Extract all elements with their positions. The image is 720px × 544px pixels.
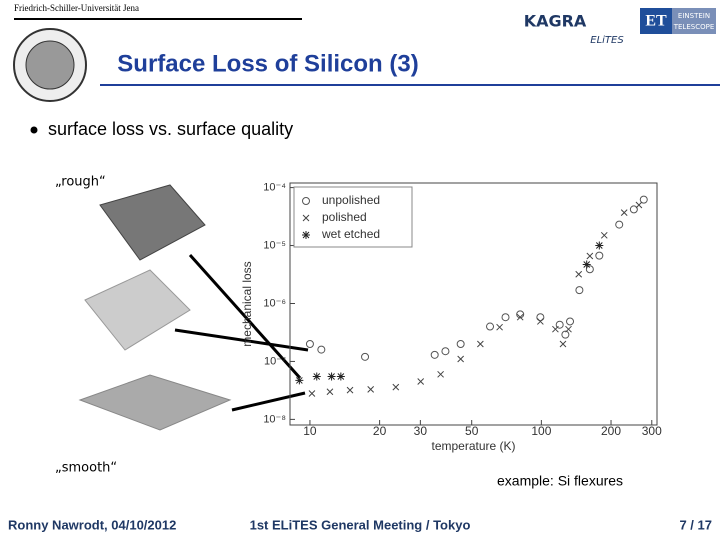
y-tick-label: 10⁻⁷ [264, 355, 286, 367]
point [456, 339, 465, 348]
logo-kagra: KAGRA [524, 12, 587, 31]
logo-et-side [672, 8, 716, 34]
x-tick-label: 300 [642, 424, 662, 438]
point [635, 201, 643, 209]
legend-box [293, 186, 413, 248]
point [600, 231, 608, 239]
legend-marker [302, 214, 310, 222]
point [536, 313, 545, 322]
point [516, 313, 524, 321]
point [575, 286, 584, 295]
point [559, 340, 567, 348]
point [595, 241, 604, 250]
point [561, 330, 570, 339]
point [437, 370, 444, 378]
y-tick-label: 10⁻⁵ [263, 239, 286, 251]
logo-telescope: TELESCOPE [673, 23, 715, 31]
point [620, 209, 628, 216]
plot-frame [289, 182, 658, 426]
legend-marker [302, 231, 310, 239]
point [295, 376, 304, 385]
footer-page: 7 / 17 [679, 517, 712, 532]
connector [174, 328, 309, 352]
point [552, 325, 559, 333]
title: Surface Loss of Silicon (3) [117, 50, 418, 77]
university: Friedrich-Schiller-Universität Jena [14, 3, 139, 13]
point [367, 385, 375, 393]
point [486, 322, 495, 331]
x-tick-label: 10 [303, 424, 317, 438]
y-tick-label: 10⁻⁸ [263, 413, 286, 425]
surface-rough [99, 184, 206, 261]
footer-event: 1st ELiTES General Meeting / Tokyo [250, 517, 471, 532]
point [639, 195, 648, 204]
legend-label: wet etched [321, 227, 380, 241]
point [308, 390, 316, 397]
connector [231, 391, 306, 412]
point [305, 339, 314, 348]
point [555, 320, 564, 329]
connector [188, 254, 302, 379]
x-axis-label: temperature (K) [431, 439, 515, 453]
point [575, 270, 583, 278]
point [477, 340, 484, 348]
x-tick-label: 100 [531, 424, 551, 438]
label-smooth: „smooth“ [55, 461, 117, 476]
point [565, 325, 572, 333]
x-tick-label: 30 [414, 424, 428, 438]
point [566, 317, 575, 326]
point [336, 372, 345, 381]
y-axis-label: mechanical loss [240, 261, 254, 346]
logo-et: ET [645, 13, 667, 30]
point [361, 352, 370, 361]
point [326, 388, 334, 396]
point [595, 251, 604, 260]
y-tick-label: 10⁻⁴ [263, 181, 286, 193]
surface-smooth [78, 374, 232, 431]
surface-medium [84, 269, 191, 351]
point [327, 372, 336, 381]
point [457, 355, 465, 363]
point [317, 345, 326, 354]
note: example: Si flexures [497, 473, 623, 489]
point [312, 372, 321, 381]
x-tick-label: 20 [373, 424, 387, 438]
legend-label: unpolished [322, 193, 380, 207]
point [441, 347, 450, 356]
label-rough: „rough“ [55, 175, 106, 190]
point [582, 260, 591, 269]
point [346, 386, 354, 394]
legend-marker [302, 197, 310, 205]
point [536, 318, 544, 325]
x-tick-label: 200 [601, 424, 621, 438]
point [392, 383, 400, 391]
x-tick-label: 50 [465, 424, 479, 438]
logo-einstein: EINSTEIN [678, 12, 710, 20]
point [417, 378, 425, 385]
bullet [30, 126, 38, 134]
y-tick-label: 10⁻⁶ [263, 297, 286, 309]
point [629, 205, 638, 214]
point [615, 220, 624, 229]
point [496, 323, 503, 331]
point [585, 265, 594, 274]
legend-label: polished [322, 210, 367, 224]
logo-et-box [640, 8, 672, 34]
logo-elites: ELiTES [590, 35, 624, 46]
bullet-text: surface loss vs. surface quality [48, 119, 293, 139]
seal-inner [25, 40, 75, 90]
chart: 10 20 30 50 100 200 300 10⁻⁸ 10⁻⁷ 10⁻⁶ 10⁻⁵ 10⁻⁴ tem… [240, 181, 662, 453]
footer-author: Ronny Nawrodt, 04/10/2012 [8, 517, 176, 532]
point [501, 313, 510, 322]
point [430, 350, 439, 359]
point [586, 252, 594, 260]
